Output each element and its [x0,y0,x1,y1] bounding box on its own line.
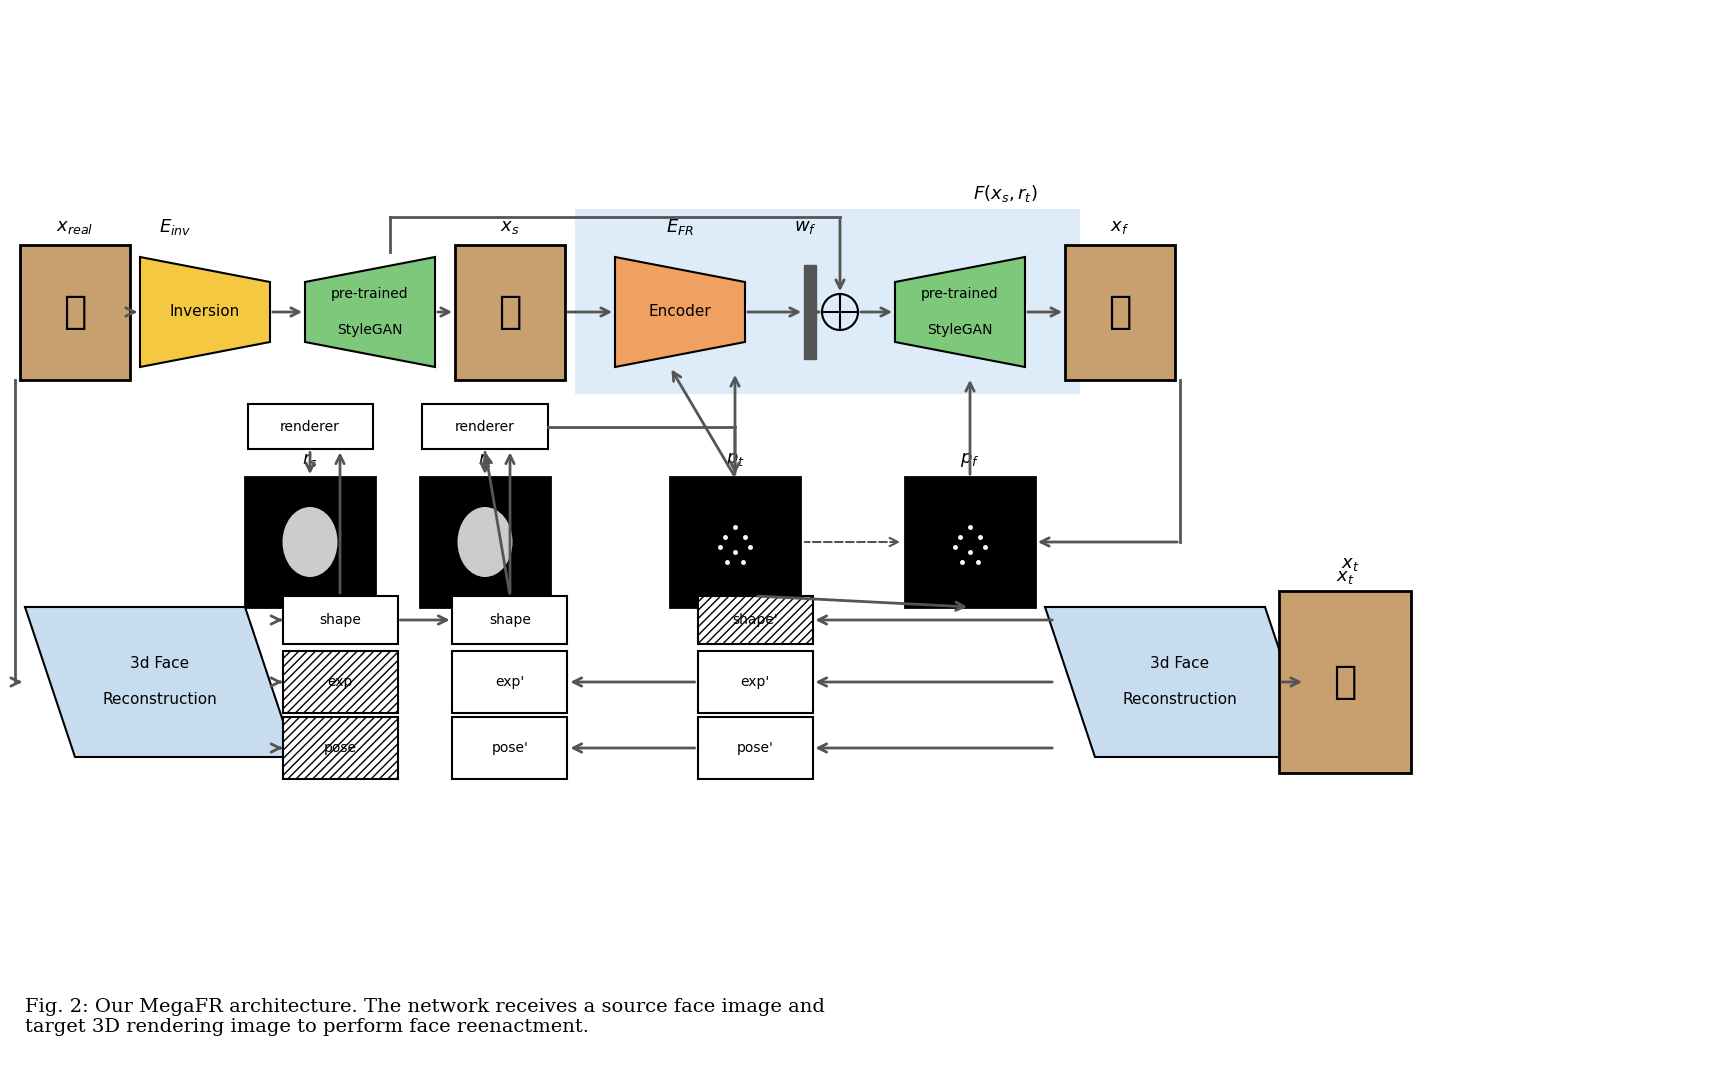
Polygon shape [1045,607,1315,757]
Text: $p_f$: $p_f$ [960,451,979,468]
Text: $x_{real}$: $x_{real}$ [57,218,93,236]
Text: $r_s$: $r_s$ [303,451,318,468]
Bar [670,477,799,607]
Ellipse shape [457,507,512,577]
Text: pose': pose' [737,741,773,755]
FancyBboxPatch shape [422,404,547,450]
Text: $x_t$: $x_t$ [1341,555,1360,573]
Text: $x_f$: $x_f$ [1111,218,1130,236]
Polygon shape [24,607,296,757]
Bar [21,245,130,380]
Text: 3d Face: 3d Face [1150,656,1209,672]
Text: shape': shape' [732,613,778,627]
Bar [905,477,1035,607]
Text: $p_t$: $p_t$ [725,451,744,468]
Text: 👦: 👦 [1334,663,1356,701]
Polygon shape [894,257,1024,367]
Text: Fig. 2: Our MegaFR architecture. The network receives a source face image and
ta: Fig. 2: Our MegaFR architecture. The net… [24,998,825,1036]
Text: $r_t$: $r_t$ [477,451,493,468]
Bar [420,477,550,607]
Text: exp': exp' [740,675,770,689]
Text: Encoder: Encoder [649,305,711,320]
Text: $F(x_s, r_t)$: $F(x_s, r_t)$ [972,183,1038,204]
Polygon shape [304,257,434,367]
Text: $E_{inv}$: $E_{inv}$ [159,217,192,237]
FancyBboxPatch shape [453,596,567,644]
Polygon shape [140,257,270,367]
Text: renderer: renderer [455,420,516,434]
Text: Inversion: Inversion [170,305,240,320]
FancyBboxPatch shape [804,265,817,359]
FancyBboxPatch shape [247,404,372,450]
Text: Reconstruction: Reconstruction [1123,692,1237,708]
Text: StyleGAN: StyleGAN [337,323,403,337]
FancyBboxPatch shape [697,717,813,779]
Bar [246,477,375,607]
Text: Reconstruction: Reconstruction [102,692,218,708]
Text: $w_f$: $w_f$ [794,218,817,236]
Bar [282,651,398,713]
Text: pose: pose [324,741,356,755]
Text: pre-trained: pre-trained [920,287,998,301]
Bar [1278,591,1412,773]
Text: 👩: 👩 [64,293,86,331]
Bar [1066,245,1175,380]
Text: 👩: 👩 [1109,293,1131,331]
FancyBboxPatch shape [697,651,813,713]
Text: exp': exp' [495,675,524,689]
Bar [455,245,566,380]
Text: shape: shape [318,613,362,627]
Text: 3d Face: 3d Face [130,656,190,672]
Polygon shape [614,257,746,367]
FancyBboxPatch shape [282,596,398,644]
Bar [282,717,398,779]
Bar [697,596,813,644]
FancyBboxPatch shape [574,209,1080,394]
Text: pre-trained: pre-trained [330,287,408,301]
Text: $x_s$: $x_s$ [500,218,519,236]
Text: StyleGAN: StyleGAN [927,323,993,337]
Ellipse shape [282,507,337,577]
Text: $E_{FR}$: $E_{FR}$ [666,217,694,237]
Text: 👩: 👩 [498,293,522,331]
Text: pose': pose' [491,741,528,755]
Text: shape: shape [490,613,531,627]
FancyBboxPatch shape [453,651,567,713]
FancyBboxPatch shape [453,717,567,779]
Text: exp: exp [327,675,353,689]
Text: renderer: renderer [280,420,339,434]
Text: $x_t$: $x_t$ [1336,568,1355,586]
